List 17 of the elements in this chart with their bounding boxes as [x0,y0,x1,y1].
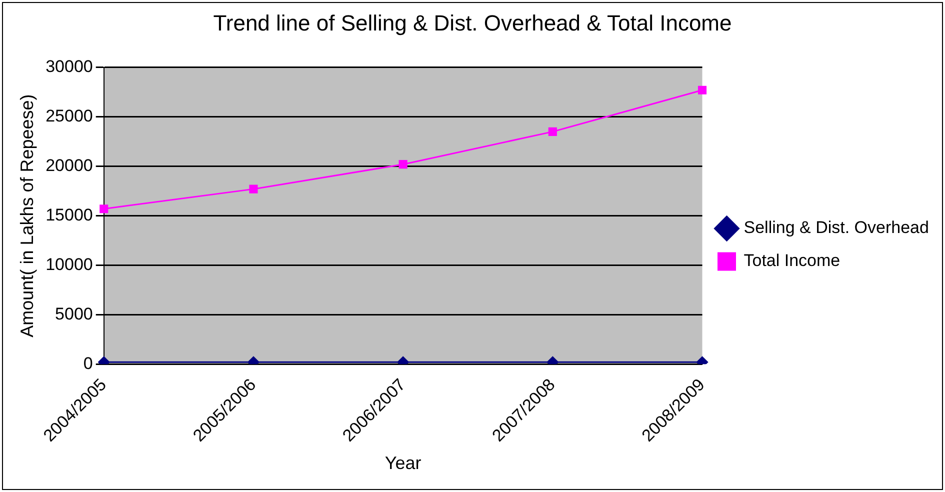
point [249,184,258,194]
y-axis-title: Amount( in Lakhs of Repeese) [16,94,37,338]
point [100,204,108,214]
point [698,86,707,94]
x-axis-title: Year [384,453,422,474]
y-tick-label: 25000 [46,106,93,126]
y-tick-label: 15000 [46,205,93,224]
y-tick-label: 5000 [55,304,93,324]
y-tick-label: 20000 [46,156,93,176]
y-tick-label: 30000 [46,57,93,76]
legend-label: Selling & Dist. Overhead [744,218,929,238]
y-tick-label: 10000 [46,254,93,274]
y-tick-label: 0 [83,354,93,373]
point [548,127,557,136]
legend-label: Total Income [744,251,840,270]
point [398,160,408,169]
chart-title: Trend line of Selling & Dist. Overhead & Total Income [213,10,732,36]
